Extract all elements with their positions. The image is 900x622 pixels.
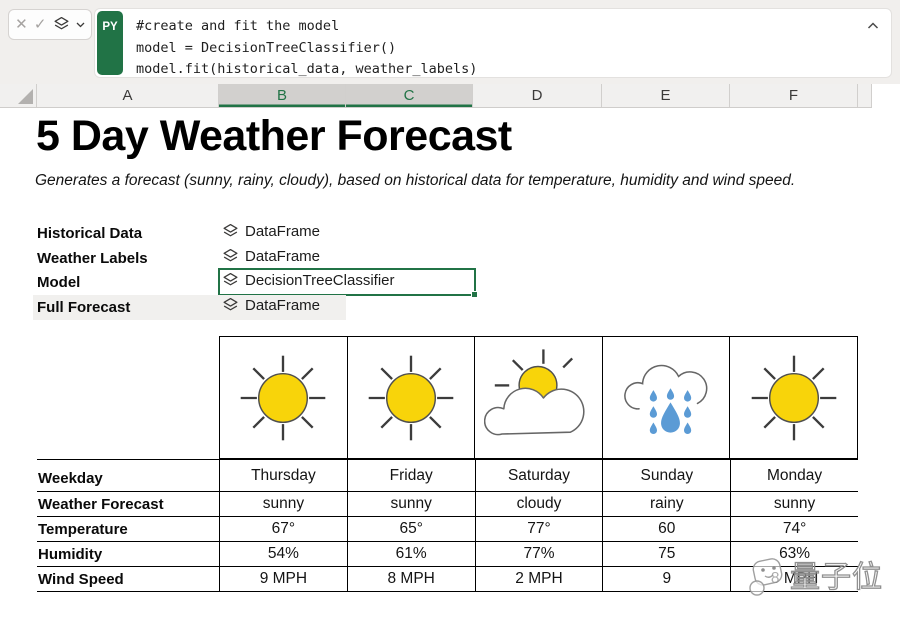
chevron-down-icon[interactable] [76, 22, 85, 28]
column-header-partial [858, 84, 872, 107]
python-object-icon[interactable] [53, 16, 70, 33]
variable-row: Historical Data DataFrame [0, 222, 560, 247]
row-label-wind-speed[interactable]: Wind Speed [38, 570, 124, 588]
cell-wind-speed-3[interactable]: 9 [602, 567, 730, 591]
variable-value-cell[interactable]: DecisionTreeClassifier [222, 272, 395, 289]
formula-toolbar: ✕ ✓ [8, 9, 92, 40]
selected-cell-border[interactable] [218, 268, 478, 298]
cell-temperature-2[interactable]: 77° [474, 517, 603, 541]
table-row: Wind Speed 9 MPH 8 MPH 2 MPH 9 8 MPH [37, 567, 858, 592]
sheet-title: 5 Day Weather Forecast [36, 112, 512, 160]
sun-behind-cloud-icon [484, 348, 586, 435]
column-header-F[interactable]: F [730, 84, 858, 107]
cancel-icon[interactable]: ✕ [15, 16, 28, 33]
column-header-D[interactable]: D [473, 84, 602, 107]
cell-weather-forecast-0[interactable]: sunny [219, 492, 347, 516]
collapse-formula-bar-button[interactable] [865, 19, 881, 33]
column-header-C[interactable]: C [346, 84, 473, 107]
cell-humidity-1[interactable]: 61% [346, 542, 475, 566]
forecast-icon-row [219, 336, 858, 459]
cell-humidity-0[interactable]: 54% [219, 542, 347, 566]
table-row: Humidity 54% 61% 77% 75 63% [37, 542, 858, 567]
cell-weekday-0[interactable]: Thursday [219, 460, 347, 491]
variable-row: Weather Labels DataFrame [0, 247, 560, 272]
variable-label[interactable]: Historical Data [37, 225, 143, 242]
cell-weather-forecast-2[interactable]: cloudy [474, 492, 603, 516]
code-line: #create and fit the model [136, 18, 340, 34]
formula-input[interactable]: PY #create and fit the model model = Deci… [94, 8, 892, 78]
cell-wind-speed-0[interactable]: 9 MPH [219, 567, 347, 591]
column-header-B[interactable]: B [219, 84, 346, 107]
variable-row: Full Forecast DataFrame [0, 296, 560, 321]
select-all-button[interactable] [0, 84, 37, 107]
python-language-badge: PY [97, 11, 123, 75]
cell-wind-speed-2[interactable]: 2 MPH [474, 567, 603, 591]
row-label-weekday[interactable]: Weekday [38, 470, 103, 487]
cell-temperature-4[interactable]: 74° [730, 517, 858, 541]
column-header-A[interactable]: A [37, 84, 219, 107]
cell-temperature-1[interactable]: 65° [346, 517, 475, 541]
row-label-humidity[interactable]: Humidity [38, 545, 103, 563]
table-row: Weekday Thursday Friday Saturday Sunday Monda… [37, 459, 858, 492]
variable-value: DecisionTreeClassifier [245, 272, 395, 289]
formula-bar: ✕ ✓ PY #create and fit the model model = … [0, 0, 900, 84]
worksheet: 5 Day Weather Forecast Generates a forec… [0, 108, 900, 622]
confirm-icon[interactable]: ✓ [33, 16, 47, 33]
cell-temperature-0[interactable]: 67° [219, 517, 347, 541]
cell-wind-speed-1[interactable]: 8 MPH [346, 567, 475, 591]
variable-value: DataFrame [245, 223, 321, 240]
table-row: Temperature 67° 65° 77° 60 74° [37, 517, 858, 542]
cell-weather-forecast-1[interactable]: sunny [346, 492, 475, 516]
forecast-icon-cell-partly-cloudy[interactable] [475, 337, 603, 458]
cell-weather-forecast-3[interactable]: rainy [602, 492, 730, 516]
column-header-E[interactable]: E [602, 84, 730, 107]
cell-weekday-4[interactable]: Monday [730, 460, 858, 491]
sheet-subtitle: Generates a forecast (sunny, rainy, clou… [35, 172, 796, 189]
cell-humidity-4[interactable]: 63% [730, 542, 858, 566]
variable-label[interactable]: Weather Labels [37, 250, 148, 267]
select-all-icon [18, 89, 33, 104]
variable-value-cell[interactable]: DataFrame [222, 248, 320, 265]
cell-weekday-2[interactable]: Saturday [474, 460, 603, 491]
variable-value: DataFrame [245, 248, 321, 265]
code-line: model.fit(historical_data, weather_label… [136, 61, 478, 77]
forecast-icon-cell-rainy[interactable] [602, 337, 731, 458]
cell-wind-speed-4[interactable]: 8 MPH [730, 567, 858, 591]
row-label-weather-forecast[interactable]: Weather Forecast [38, 495, 164, 513]
python-object-icon [223, 223, 238, 237]
forecast-icon-cell-sunny[interactable] [730, 337, 857, 458]
variable-label[interactable]: Model [37, 274, 81, 291]
variable-label[interactable]: Full Forecast [37, 299, 131, 316]
python-object-icon [223, 272, 238, 286]
cell-weekday-3[interactable]: Sunday [602, 460, 730, 491]
python-object-icon [223, 297, 238, 311]
forecast-icon-cell-sunny[interactable] [347, 337, 476, 458]
table-row: Weather Forecast sunny sunny cloudy rainy sun… [37, 492, 858, 517]
variable-value-cell[interactable]: DataFrame [222, 297, 320, 314]
sun-icon [368, 355, 454, 440]
python-object-icon [223, 248, 238, 262]
sun-icon [751, 355, 836, 440]
python-code[interactable]: #create and fit the model model = Decisio… [136, 16, 863, 81]
cell-humidity-2[interactable]: 77% [474, 542, 603, 566]
variable-value: DataFrame [245, 297, 321, 314]
cell-temperature-3[interactable]: 60 [602, 517, 730, 541]
highlighted-row-background [33, 295, 346, 320]
forecast-table: Weekday Thursday Friday Saturday Sunday Monda… [37, 459, 858, 592]
sun-icon [240, 355, 326, 440]
row-label-temperature[interactable]: Temperature [38, 520, 128, 538]
code-line: model = DecisionTreeClassifier() [136, 39, 397, 56]
cell-humidity-3[interactable]: 75 [602, 542, 730, 566]
variable-value-cell[interactable]: DataFrame [222, 223, 320, 240]
rain-cloud-icon [624, 364, 708, 434]
cell-weekday-1[interactable]: Friday [346, 460, 475, 491]
variable-row: Model DecisionTreeClassifier [0, 271, 560, 296]
fill-handle[interactable] [471, 291, 478, 298]
cell-weather-forecast-4[interactable]: sunny [730, 492, 858, 516]
forecast-icon-cell-sunny[interactable] [220, 337, 348, 458]
